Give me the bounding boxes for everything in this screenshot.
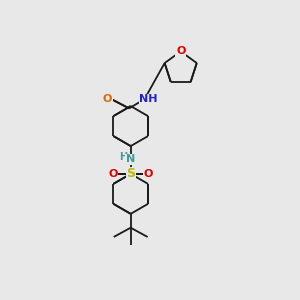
- Text: H: H: [119, 152, 127, 162]
- Text: O: O: [176, 46, 185, 56]
- Text: O: O: [108, 169, 118, 179]
- Text: N: N: [126, 154, 135, 164]
- Text: O: O: [144, 169, 153, 179]
- Text: S: S: [126, 167, 135, 180]
- Text: NH: NH: [139, 94, 158, 104]
- Text: O: O: [103, 94, 112, 104]
